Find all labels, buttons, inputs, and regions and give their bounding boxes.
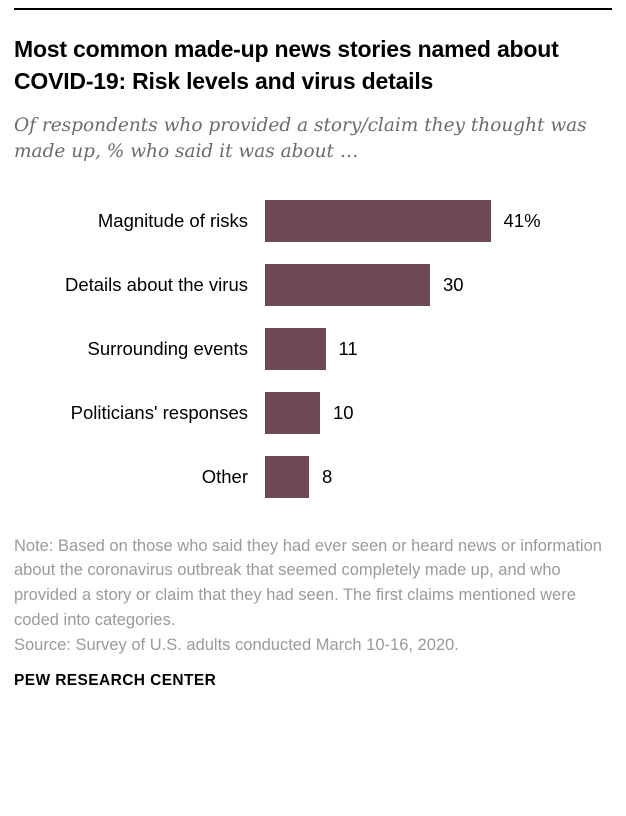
chart-title: Most common made-up news stories named a…: [14, 36, 559, 94]
value-label: 8: [322, 465, 333, 487]
category-label: Surrounding events: [87, 337, 248, 359]
source-text: Source: Survey of U.S. adults conducted …: [14, 635, 459, 654]
bar-row: Details about the virus 30: [48, 263, 612, 306]
bar: [265, 327, 326, 370]
chart-subtitle: Of respondents who provided a story/clai…: [14, 115, 587, 163]
bar: [265, 391, 320, 434]
bar: [265, 199, 491, 242]
brand-footer: PEW RESEARCH CENTER: [14, 672, 217, 690]
bar-row: Politicians' responses 10: [48, 391, 612, 434]
footnotes: Note: Based on those who said they had e…: [14, 534, 612, 658]
note-text: Note: Based on those who said they had e…: [14, 536, 602, 629]
value-label: 10: [333, 401, 354, 423]
bar: [265, 455, 309, 498]
bar-row: Surrounding events 11: [48, 327, 612, 370]
category-label: Other: [201, 465, 248, 487]
bar-chart: Magnitude of risks 41% Details about the v…: [48, 199, 612, 498]
bar: [265, 263, 430, 306]
category-label: Details about the virus: [64, 273, 248, 295]
top-divider: [14, 8, 612, 10]
category-label: Politicians' responses: [70, 401, 248, 423]
bar-row: Other 8: [48, 455, 612, 498]
value-label: 11: [338, 337, 358, 359]
value-label: 30: [443, 273, 464, 295]
value-label: 41%: [503, 209, 541, 231]
category-label: Magnitude of risks: [97, 209, 248, 231]
bar-row: Magnitude of risks 41%: [48, 199, 612, 242]
